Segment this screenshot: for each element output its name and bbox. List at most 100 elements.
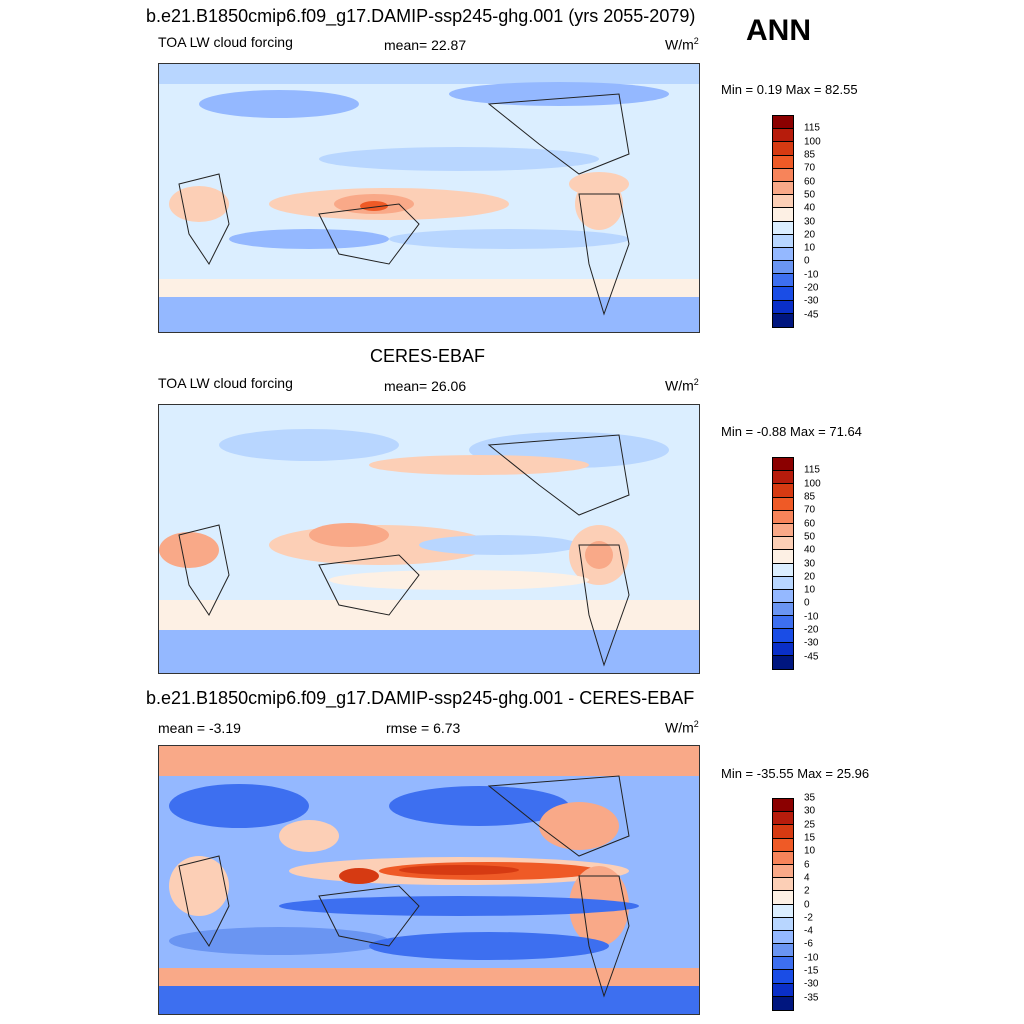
panel-2-minmax: Min = -0.88 Max = 71.64 [721,424,862,439]
colorbar-swatch [773,629,793,643]
colorbar-tick-label: 15 [804,832,816,844]
colorbar-swatch [773,471,793,485]
colorbar-swatch [773,864,793,879]
colorbar-tick-label: 20 [804,571,816,583]
panel-3-colorbar [772,798,794,1011]
colorbar-swatch [773,274,793,288]
colorbar-swatch [773,799,793,813]
colorbar-tick-label: 4 [804,872,810,884]
panel-3-minmax: Min = -35.55 Max = 25.96 [721,766,870,781]
colorbar-tick-label: 60 [804,518,816,530]
colorbar-tick-label: 115 [804,464,820,476]
colorbar-swatch [773,838,793,852]
panel-1-variable-label: TOA LW cloud forcing [158,34,293,50]
panel-2-variable-label: TOA LW cloud forcing [158,375,293,391]
colorbar-tick-label: 60 [804,176,816,188]
colorbar-swatch [773,930,793,945]
colorbar-swatch [773,287,793,301]
colorbar-tick-label: 70 [804,504,816,516]
colorbar-tick-label: 0 [804,255,810,267]
panel-1-colorbar [772,115,794,328]
colorbar-swatch [773,116,793,130]
colorbar-tick-label: 10 [804,242,816,254]
colorbar-tick-label: -30 [804,637,819,649]
colorbar-tick-label: -10 [804,611,819,623]
colorbar-swatch [773,944,793,958]
colorbar-swatch [773,825,793,839]
colorbar-swatch [773,195,793,209]
season-label: ANN [746,14,811,47]
colorbar-tick-label: 30 [804,216,816,227]
panel-1-units: W/m2 [665,36,699,53]
colorbar-swatch [773,603,793,617]
colorbar-swatch [773,589,793,604]
colorbar-tick-label: 85 [804,149,816,161]
colorbar-tick-label: 25 [804,819,816,831]
colorbar-swatch [773,523,793,538]
colorbar-swatch [773,142,793,156]
colorbar-swatch [773,484,793,498]
colorbar-swatch [773,812,793,826]
colorbar-tick-label: 20 [804,229,816,241]
colorbar-swatch [773,247,793,262]
colorbar-tick-label: 50 [804,531,816,543]
colorbar-swatch [773,891,793,905]
panel-1-minmax: Min = 0.19 Max = 82.55 [721,82,858,97]
colorbar-swatch [773,510,793,524]
colorbar-tick-label: 115 [804,122,820,134]
colorbar-swatch [773,970,793,984]
colorbar-swatch [773,563,793,577]
colorbar-tick-label: -20 [804,624,819,636]
colorbar-swatch [773,181,793,196]
colorbar-tick-label: 0 [804,899,810,910]
colorbar-swatch [773,261,793,275]
colorbar-tick-label: -6 [804,938,813,950]
colorbar-tick-label: -4 [804,925,813,937]
colorbar-swatch [773,497,793,511]
panel-1-title: b.e21.B1850cmip6.f09_g17.DAMIP-ssp245-gh… [146,6,696,26]
colorbar-swatch [773,616,793,630]
panel-3-mean-label: mean = -3.19 [158,720,241,736]
colorbar-swatch [773,642,793,656]
colorbar-swatch [773,221,793,235]
colorbar-tick-label: 35 [804,792,816,804]
colorbar-tick-label: -10 [804,952,819,964]
colorbar-swatch [773,983,793,997]
colorbar-swatch [773,537,793,551]
colorbar-tick-label: -35 [804,992,819,1004]
colorbar-tick-label: 100 [804,478,821,490]
colorbar-tick-label: 10 [804,845,816,857]
colorbar-swatch [773,234,793,248]
colorbar-swatch [773,168,793,182]
colorbar-tick-label: -10 [804,269,819,281]
colorbar-swatch [773,655,793,669]
colorbar-swatch [773,904,793,918]
panel-2-title: CERES-EBAF [370,346,486,366]
colorbar-swatch [773,550,793,564]
colorbar-tick-label: 30 [804,805,816,817]
colorbar-swatch [773,957,793,971]
colorbar-tick-label: 6 [804,859,810,871]
panel-3-map [158,745,700,1015]
colorbar-swatch [773,208,793,222]
colorbar-tick-label: 100 [804,136,821,148]
colorbar-swatch [773,851,793,865]
colorbar-tick-label: -45 [804,309,819,321]
panel-2-colorbar [772,457,794,670]
panel-2-map [158,404,700,674]
colorbar-tick-label: -30 [804,295,819,307]
colorbar-tick-label: -20 [804,282,819,294]
colorbar-tick-label: -15 [804,965,819,977]
colorbar-tick-label: 40 [804,544,816,556]
colorbar-tick-label: 40 [804,202,816,214]
colorbar-swatch [773,155,793,169]
panel-3-units: W/m2 [665,719,699,736]
colorbar-tick-label: -2 [804,912,813,924]
panel-3-rmse-label: rmse = 6.73 [386,720,461,736]
colorbar-swatch [773,458,793,472]
colorbar-tick-label: 50 [804,189,816,201]
colorbar-tick-label: -30 [804,978,819,990]
panel-2-mean-label: mean= 26.06 [384,378,467,394]
colorbar-swatch [773,917,793,931]
colorbar-tick-label: -45 [804,651,819,663]
